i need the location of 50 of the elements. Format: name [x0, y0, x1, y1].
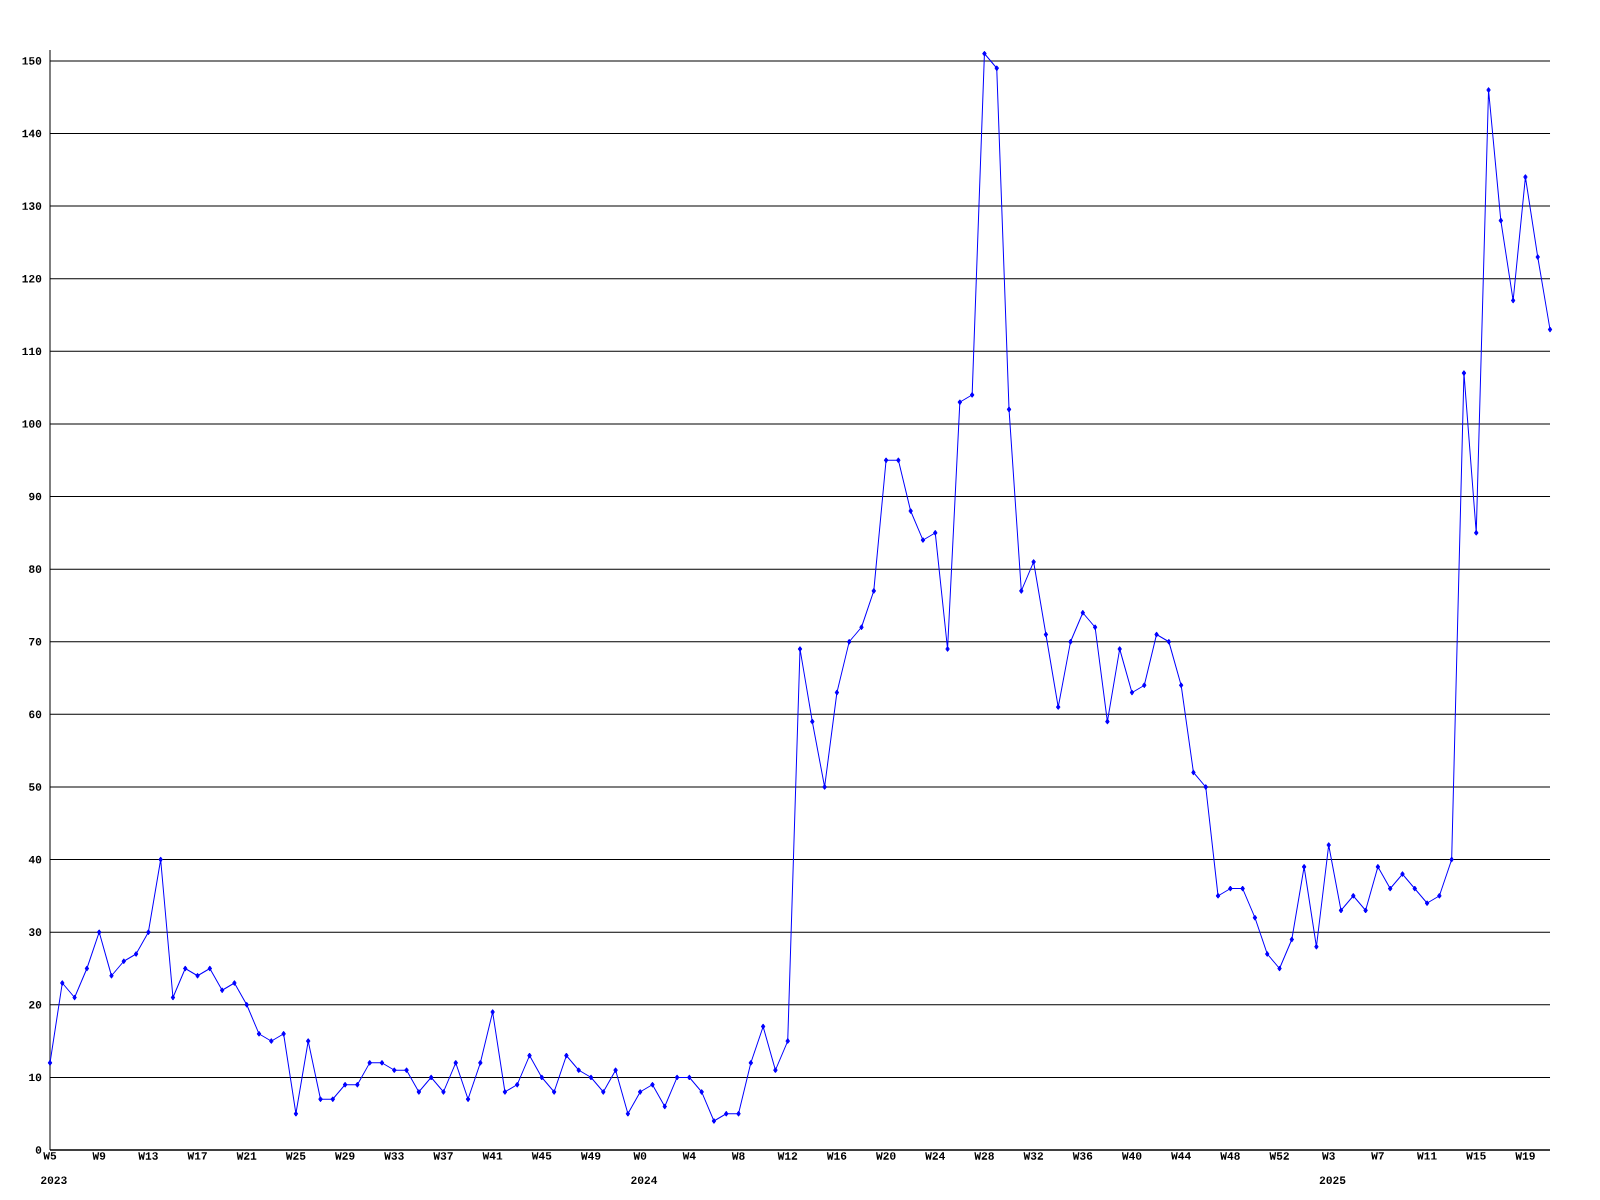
- y-tick-label: 60: [29, 710, 42, 719]
- x-tick-label: W0: [633, 1152, 647, 1160]
- x-tick-label: W11: [1416, 1152, 1437, 1160]
- x-tick-label: W32: [1023, 1152, 1044, 1160]
- x-tick-label: W5: [43, 1152, 57, 1160]
- x-tick-label: W12: [777, 1152, 798, 1160]
- x-tick-label: W40: [1121, 1152, 1142, 1160]
- x-tick-label: W3: [1321, 1152, 1335, 1160]
- x-tick-label: W36: [1072, 1152, 1093, 1160]
- x-tick-label: W21: [236, 1152, 257, 1160]
- y-tick-label: 50: [28, 783, 42, 791]
- y-tick-label: 150: [22, 57, 42, 65]
- x-tick-label: W41: [482, 1152, 503, 1160]
- x-tick-label: W25: [285, 1152, 306, 1160]
- x-tick-label: W13: [138, 1152, 158, 1160]
- y-tick-label: 90: [29, 492, 42, 501]
- y-tick-label: 110: [22, 347, 42, 356]
- x-tick-label: W20: [876, 1152, 896, 1160]
- x-tick-label: W45: [531, 1152, 552, 1160]
- x-tick-label: W4: [682, 1152, 696, 1160]
- x-tick-label: W48: [1220, 1152, 1240, 1160]
- x-tick-label: W17: [187, 1152, 207, 1160]
- y-tick-label: 30: [28, 928, 42, 936]
- x-tick-label: W29: [335, 1152, 355, 1160]
- y-tick-label: 130: [22, 202, 42, 210]
- y-tick-label: 40: [28, 855, 42, 864]
- x-tick-label: W28: [974, 1152, 994, 1160]
- x-tick-label: W37: [433, 1152, 453, 1160]
- y-tick-label: 10: [29, 1073, 42, 1082]
- x-tick-label: W19: [1515, 1152, 1535, 1160]
- x-tick-label: W8: [731, 1152, 745, 1160]
- x-tick-label: W52: [1269, 1152, 1289, 1160]
- y-tick-label: 140: [22, 129, 42, 138]
- x-tick-label: W9: [92, 1152, 106, 1160]
- x-tick-label: W44: [1171, 1152, 1191, 1160]
- text: 2025: [1319, 1176, 1346, 1184]
- x-tick-label: W24: [925, 1152, 946, 1160]
- text: 2023: [41, 1176, 67, 1185]
- text: 2024: [631, 1176, 658, 1184]
- y-tick-label: 70: [29, 637, 42, 646]
- y-tick-label: 100: [22, 420, 42, 428]
- y-tick-label: 20: [29, 1000, 42, 1009]
- x-tick-label: W49: [580, 1152, 601, 1160]
- y-tick-label: 0: [35, 1146, 42, 1154]
- x-tick-label: W7: [1371, 1152, 1384, 1160]
- x-tick-label: W33: [384, 1152, 404, 1160]
- y-tick-label: 120: [22, 274, 42, 283]
- y-tick-label: 80: [29, 565, 42, 573]
- x-tick-label: W15: [1466, 1152, 1486, 1160]
- x-tick-label: W16: [826, 1152, 847, 1160]
